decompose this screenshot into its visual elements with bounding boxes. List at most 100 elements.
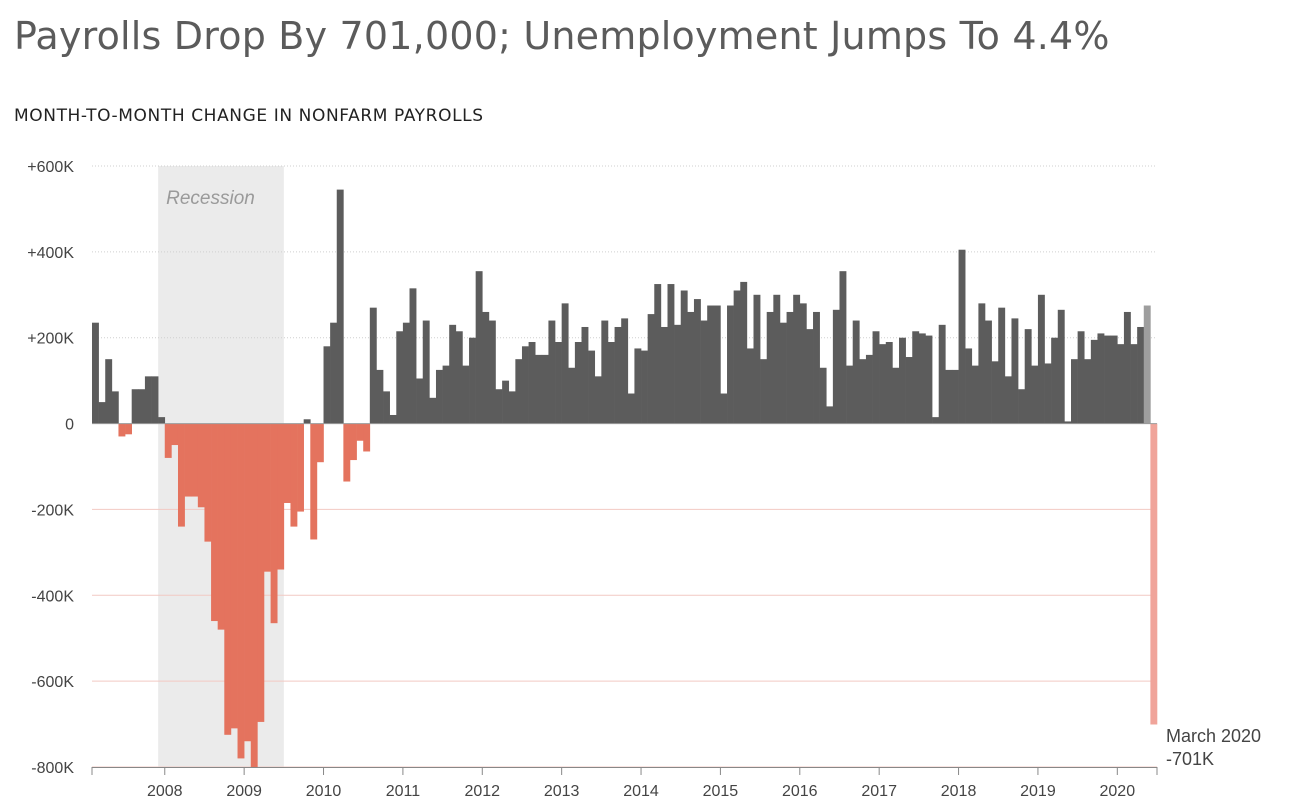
bar	[925, 335, 933, 424]
bar	[965, 348, 973, 424]
bar	[177, 423, 185, 527]
bar	[945, 369, 953, 424]
bar	[217, 423, 225, 630]
bar	[1110, 335, 1118, 424]
bar	[449, 324, 457, 424]
bar	[555, 342, 562, 424]
x-tick-label: 2013	[544, 783, 580, 800]
bar	[548, 320, 556, 424]
bar	[508, 391, 516, 424]
bar	[1031, 365, 1039, 424]
y-tick-label: -400K	[31, 588, 74, 605]
bar	[257, 423, 265, 722]
bar	[760, 359, 768, 424]
bar	[766, 311, 774, 424]
bar	[383, 391, 390, 424]
bar	[998, 307, 1006, 424]
bar	[932, 417, 940, 424]
bar	[707, 305, 715, 424]
bar	[885, 342, 893, 424]
x-tick-label: 2019	[1020, 783, 1056, 800]
bar	[918, 333, 926, 424]
bar	[1057, 309, 1065, 424]
bar	[158, 417, 166, 424]
bar	[1004, 376, 1012, 424]
bar	[1077, 331, 1085, 424]
x-tick-label: 2009	[226, 783, 262, 800]
bar	[1084, 359, 1092, 424]
bar	[607, 342, 615, 424]
y-tick-label: +600K	[27, 159, 74, 176]
bar	[330, 322, 338, 424]
bar	[654, 284, 662, 424]
bar	[951, 369, 959, 424]
bar	[832, 309, 840, 424]
bar	[713, 305, 721, 424]
bar	[151, 376, 159, 424]
bar	[184, 423, 192, 497]
bar	[515, 359, 523, 424]
x-tick-label: 2020	[1100, 783, 1136, 800]
bar	[674, 324, 682, 424]
bar	[297, 423, 304, 512]
bar	[660, 326, 668, 424]
bar	[442, 365, 450, 424]
bar	[601, 320, 609, 424]
bar	[528, 342, 536, 424]
bar	[1044, 363, 1052, 424]
bar	[641, 350, 648, 424]
bar	[402, 322, 410, 424]
x-tick-label: 2018	[941, 783, 977, 800]
bar	[535, 354, 543, 424]
x-tick-label: 2017	[861, 783, 897, 800]
bar	[495, 389, 503, 424]
bar	[1071, 359, 1078, 424]
bar	[1137, 326, 1145, 424]
annotation-month: March 2020	[1166, 726, 1261, 746]
bar	[131, 389, 139, 424]
bar	[416, 378, 424, 424]
bar	[270, 423, 278, 624]
bar	[125, 423, 132, 435]
bar	[118, 423, 126, 437]
bar	[1051, 337, 1059, 424]
bar	[899, 337, 906, 424]
x-tick-label: 2010	[306, 783, 342, 800]
bar	[277, 423, 285, 570]
bar	[905, 357, 913, 424]
bar	[872, 331, 880, 424]
recession-label: Recession	[166, 188, 255, 209]
bar	[680, 290, 688, 424]
y-tick-label: -600K	[31, 674, 74, 691]
bar	[356, 423, 364, 441]
chart-subtitle: MONTH-TO-MONTH CHANGE IN NONFARM PAYROLL…	[14, 106, 484, 126]
bar	[422, 320, 430, 424]
bar	[667, 284, 675, 424]
bar	[111, 391, 119, 424]
bar	[502, 380, 510, 424]
bar	[541, 354, 549, 424]
bar	[349, 423, 357, 461]
bar	[1123, 311, 1131, 424]
bar	[627, 393, 635, 424]
bar	[561, 303, 569, 424]
bar	[336, 189, 344, 424]
bar	[991, 361, 999, 424]
bar	[574, 342, 582, 424]
y-tick-label: 0	[65, 417, 74, 434]
bar	[191, 423, 199, 497]
bar	[727, 305, 734, 424]
bar	[488, 320, 496, 424]
bar	[746, 348, 754, 424]
bar	[647, 314, 655, 424]
bar	[859, 359, 867, 424]
bar	[1150, 423, 1158, 725]
bar	[687, 311, 695, 424]
bar	[740, 281, 748, 424]
bar	[852, 320, 860, 424]
bar	[462, 365, 470, 424]
bar	[316, 423, 324, 463]
bar	[224, 423, 232, 735]
bar	[813, 311, 820, 424]
